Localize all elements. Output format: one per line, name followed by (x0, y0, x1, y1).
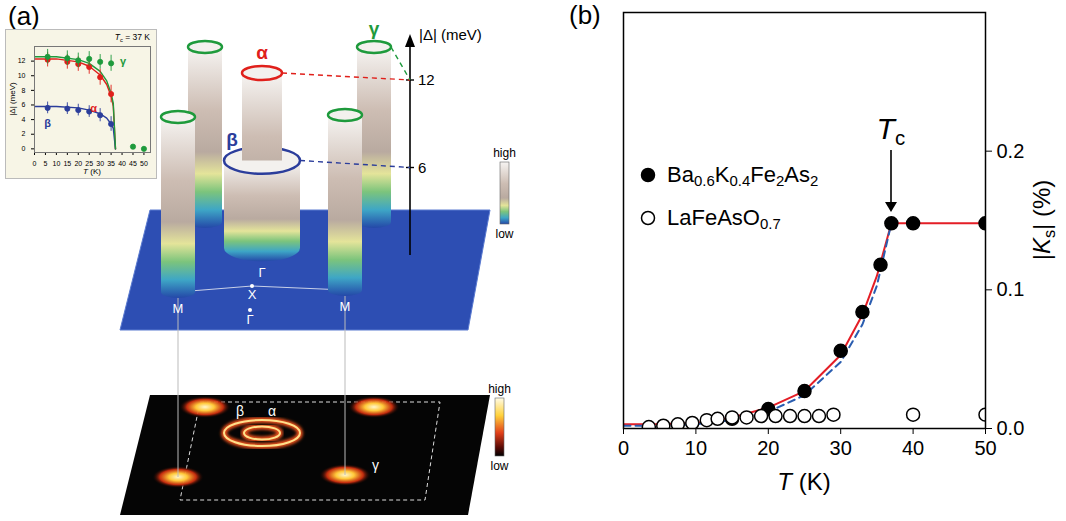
svg-text:X: X (248, 287, 257, 302)
svg-text:γ: γ (120, 55, 127, 67)
svg-text:|Δ| (meV): |Δ| (meV) (419, 26, 482, 43)
svg-text:12: 12 (418, 71, 435, 88)
svg-text:20: 20 (74, 160, 82, 167)
html-text:K: K (1028, 238, 1055, 255)
svg-text:0: 0 (618, 437, 629, 459)
svg-text:0.0: 0.0 (997, 417, 1025, 439)
svg-text:50: 50 (974, 437, 996, 459)
svg-text:α: α (90, 102, 97, 114)
svg-text:0: 0 (22, 145, 26, 152)
svg-text:4: 4 (22, 116, 26, 123)
svg-text:40: 40 (118, 160, 126, 167)
svg-text:β: β (226, 129, 238, 150)
svg-text:M: M (173, 301, 184, 316)
html-text:(b): (b) (569, 0, 601, 30)
svg-text:45: 45 (129, 160, 137, 167)
svg-text:β: β (236, 403, 244, 419)
svg-text:α: α (268, 403, 276, 419)
html-text:Tc: Tc (876, 111, 906, 149)
svg-text:M: M (340, 299, 351, 314)
svg-text:6: 6 (418, 159, 426, 176)
svg-text:0.1: 0.1 (997, 278, 1025, 300)
html-text:Ba0.6K0.4Fe2As2: Ba0.6K0.4Fe2As2 (667, 162, 819, 190)
svg-text:25: 25 (85, 160, 93, 167)
svg-text:Γ: Γ (246, 312, 253, 327)
svg-text:50: 50 (140, 160, 148, 167)
svg-text:α: α (256, 42, 268, 63)
svg-text:Γ: Γ (258, 265, 265, 280)
svg-text:5: 5 (43, 160, 47, 167)
svg-text:12: 12 (18, 57, 26, 64)
svg-text:γ: γ (372, 457, 379, 473)
html-text:|Δ| (meV): |Δ| (meV) (8, 82, 17, 116)
svg-text:30: 30 (830, 437, 852, 459)
svg-text:high: high (488, 382, 511, 396)
svg-text:β: β (44, 117, 51, 129)
svg-text:10: 10 (52, 160, 60, 167)
html-text:LaFeAsO0.7: LaFeAsO0.7 (667, 205, 781, 233)
svg-text:15: 15 (63, 160, 71, 167)
svg-text:0.2: 0.2 (997, 140, 1025, 162)
svg-text:(a): (a) (8, 1, 40, 31)
svg-text:γ: γ (369, 18, 380, 39)
svg-text:high: high (493, 146, 516, 160)
svg-text:40: 40 (902, 437, 924, 459)
svg-text:30: 30 (96, 160, 104, 167)
svg-text:10: 10 (685, 437, 707, 459)
svg-text:low: low (490, 459, 508, 473)
html-text:Tc= 37 K: Tc= 37 K (114, 32, 150, 43)
svg-text:6: 6 (22, 101, 26, 108)
svg-text:0: 0 (33, 160, 37, 167)
svg-text:35: 35 (107, 160, 115, 167)
html-text:s: s (1039, 229, 1058, 239)
html-text:T (K): T (K) (83, 167, 101, 176)
html-text:T (K): T (K) (777, 468, 831, 495)
svg-text:low: low (495, 227, 513, 241)
svg-text:10: 10 (18, 72, 26, 79)
svg-text:20: 20 (757, 437, 779, 459)
svg-text:2: 2 (22, 130, 26, 137)
svg-text:8: 8 (22, 87, 26, 94)
